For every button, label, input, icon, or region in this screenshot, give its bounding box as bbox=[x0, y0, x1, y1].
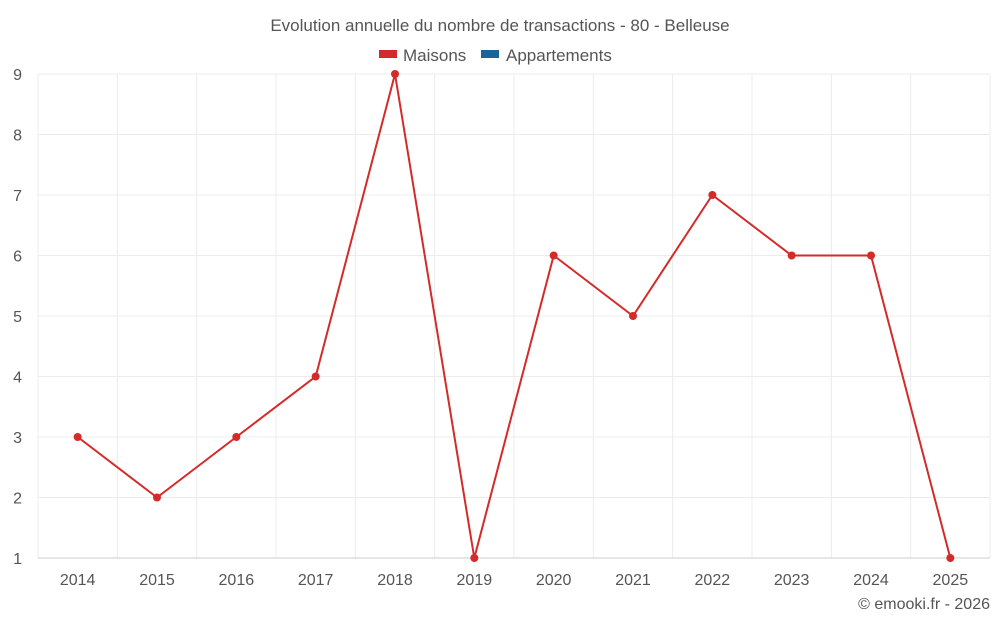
legend: Maisons Appartements bbox=[379, 46, 612, 65]
legend-item-appartements[interactable]: Appartements bbox=[481, 46, 612, 65]
x-tick-label: 2019 bbox=[457, 572, 493, 589]
y-tick-label: 1 bbox=[13, 551, 22, 568]
data-point-maisons bbox=[311, 372, 320, 381]
x-tick-label: 2016 bbox=[219, 572, 255, 589]
data-point-maisons bbox=[470, 554, 479, 562]
y-tick-label: 7 bbox=[13, 188, 22, 205]
y-tick-label: 2 bbox=[13, 491, 22, 508]
x-tick-label: 2017 bbox=[298, 572, 334, 589]
data-point-maisons bbox=[708, 191, 717, 199]
x-tick-label: 2025 bbox=[933, 572, 969, 589]
data-point-maisons bbox=[153, 493, 161, 502]
x-tick-label: 2018 bbox=[377, 572, 413, 589]
y-tick-label: 6 bbox=[13, 249, 22, 266]
legend-swatch-appartements bbox=[481, 50, 499, 58]
x-tick-label: 2022 bbox=[695, 572, 731, 589]
x-tick-label: 2014 bbox=[60, 572, 96, 589]
series-group bbox=[73, 70, 955, 562]
x-tick-label: 2024 bbox=[853, 572, 889, 589]
legend-swatch-maisons bbox=[379, 50, 397, 58]
data-point-maisons bbox=[549, 251, 558, 260]
legend-item-maisons[interactable]: Maisons bbox=[379, 46, 466, 65]
credit-text: © emooki.fr - 2026 bbox=[858, 596, 990, 613]
data-point-maisons bbox=[867, 251, 875, 260]
y-tick-label: 4 bbox=[13, 370, 22, 387]
x-axis-ticks: 2014 2015 2016 2017 2018 2019 2020 2021 2022 2023… bbox=[60, 572, 968, 589]
x-tick-label: 2023 bbox=[774, 572, 810, 589]
data-point-maisons bbox=[232, 433, 241, 441]
chart-title: Evolution annuelle du nombre de transact… bbox=[270, 16, 729, 35]
legend-label-appartements: Appartements bbox=[506, 46, 612, 65]
data-point-maisons bbox=[391, 70, 399, 78]
data-point-maisons bbox=[73, 433, 82, 441]
x-tick-label: 2020 bbox=[536, 572, 572, 589]
legend-label-maisons: Maisons bbox=[403, 46, 466, 65]
data-point-maisons bbox=[787, 251, 796, 260]
series-line-maisons bbox=[77, 73, 952, 559]
y-axis-ticks: 1 2 3 4 5 6 7 8 9 bbox=[13, 67, 22, 568]
y-tick-label: 5 bbox=[13, 309, 22, 326]
x-tick-label: 2015 bbox=[139, 572, 175, 589]
y-tick-label: 9 bbox=[13, 67, 22, 84]
data-point-maisons bbox=[946, 554, 955, 562]
x-tick-label: 2021 bbox=[615, 572, 651, 589]
y-tick-label: 3 bbox=[13, 430, 22, 447]
y-tick-label: 8 bbox=[13, 128, 22, 145]
data-point-maisons bbox=[629, 312, 637, 320]
